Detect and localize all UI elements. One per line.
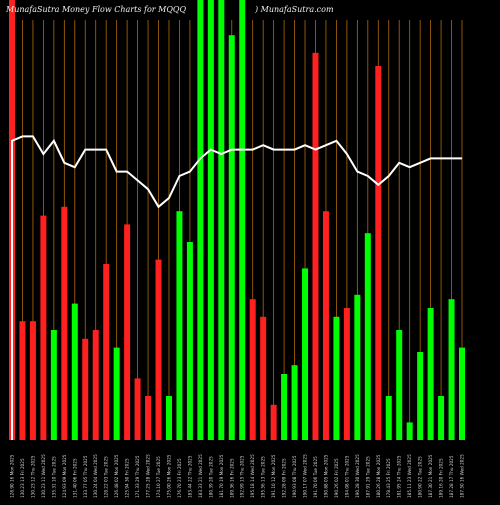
chart-site-text: ) MunafaSutra.com	[254, 5, 334, 14]
x-tick-label: 190.17 07 Wed 2025	[303, 454, 308, 498]
bar-13	[145, 396, 152, 440]
x-tick-label: 191.70 06 Tue 2025	[313, 456, 318, 498]
bar-12	[134, 378, 141, 440]
x-tick-label: 192.28 09 Fri 2025	[282, 458, 287, 498]
bar-9	[103, 264, 110, 440]
x-tick-label: 192.99 15 Thu 2025	[240, 455, 245, 498]
bar-41	[438, 396, 445, 440]
x-tick-label: 187.30 21 Mon 2025	[428, 454, 433, 498]
x-tick-label: 176.70 23 Fri 2025	[177, 458, 182, 498]
bar-37	[396, 330, 403, 440]
bar-30	[322, 211, 329, 440]
x-tick-label: 181.70 19 Mon 2025	[219, 454, 224, 498]
bar-6	[71, 303, 78, 440]
x-tick-label: 128.90 16 Mon 2025	[10, 454, 15, 498]
bar-39	[417, 352, 424, 440]
bar-16	[176, 211, 183, 440]
flow-line-group	[11, 135, 462, 440]
x-tick-label: 125.94 30 Fri 2025	[125, 458, 130, 498]
bar-35	[375, 66, 382, 440]
bar-33	[354, 294, 361, 440]
chart-title: MunafaSutra Money Flow Charts for MQQQ	[5, 5, 186, 14]
bar-40	[427, 308, 434, 440]
x-tick-label: 130.23 11 Wed 2025	[41, 454, 46, 498]
x-tick-label: 190.88 05 Mon 2025	[323, 454, 328, 498]
x-tick-label: 181.95 24 Thu 2025	[397, 455, 402, 498]
bar-11	[124, 224, 131, 440]
bar-28	[302, 268, 309, 440]
bar-21	[228, 35, 235, 440]
x-tick-label: 183.44 22 Thu 2025	[187, 455, 192, 498]
bar-3	[40, 215, 47, 440]
x-tick-label: 187.28 17 Thu 2025	[449, 455, 454, 498]
bar-36	[385, 396, 392, 440]
bar-27	[291, 365, 298, 440]
x-tick-label: 180.90 22 Tue 2025	[418, 456, 423, 498]
bar-24	[260, 316, 267, 440]
bar-32	[343, 308, 350, 440]
x-tick-label: 183.33 21 Wed 2025	[198, 454, 203, 498]
x-tick-label: 131.40 06 Fri 2025	[72, 458, 77, 498]
bar-14	[155, 259, 162, 440]
bar-38	[406, 422, 413, 440]
bar-10	[113, 347, 120, 440]
bar-1	[19, 321, 26, 440]
x-tick-label: 177.25 28 Wed 2025	[146, 454, 151, 498]
x-tick-label: 194.08 01 Thu 2025	[344, 455, 349, 498]
bar-4	[50, 330, 57, 440]
bar-20	[218, 0, 225, 440]
bar-19	[207, 0, 214, 440]
x-tick-label: 191.10 12 Mon 2025	[271, 454, 276, 498]
x-tick-label: 195.18 14 Wed 2025	[250, 454, 255, 498]
x-tick-label: 189.36 16 Fri 2025	[229, 458, 234, 498]
flow-line	[11, 135, 462, 440]
x-tick-label: 178.43 25 Fri 2025	[386, 458, 391, 498]
x-tick-label: 126.48 02 Mon 2025	[114, 454, 119, 498]
x-tick-label: 175.00 26 Mon 2025	[166, 454, 171, 498]
bar-43	[459, 347, 465, 440]
bar-17	[186, 242, 193, 440]
x-tick-label: 187.50 16 Wed 2025	[460, 454, 465, 498]
bar-18	[197, 0, 204, 440]
bar-8	[92, 330, 99, 440]
x-tick-label: 185.11 23 Wed 2025	[407, 454, 412, 498]
x-tick-label: 187.91 29 Tue 2025	[365, 456, 370, 498]
bar-25	[270, 404, 277, 440]
x-tick-label: 130.23 13 Fri 2025	[20, 458, 25, 498]
bar-42	[448, 299, 455, 440]
bar-2	[29, 321, 36, 440]
x-tick-label: 189.16 20 Fri 2025	[439, 458, 444, 498]
x-tick-label: 190.28 30 Wed 2025	[355, 454, 360, 498]
bar-7	[82, 338, 89, 440]
x-tick-label: 135.31 10 Tue 2025	[51, 456, 56, 498]
x-tick-label: 130.23 12 Thu 2025	[30, 455, 35, 498]
bar-34	[364, 233, 371, 440]
bar-29	[312, 52, 319, 441]
bar-15	[165, 396, 172, 440]
bar-5	[61, 206, 68, 440]
x-tick-label: 174.10 27 Tue 2025	[156, 456, 161, 498]
x-tick-label: 190.93 08 Thu 2025	[292, 455, 297, 498]
bar-22	[239, 0, 246, 440]
x-tick-label: 128.22 03 Tue 2025	[104, 456, 109, 498]
x-tick-label: 130.24 04 Wed 2025	[93, 454, 98, 498]
x-tick-label: 180.26 28 Mon 2025	[376, 454, 381, 498]
x-tick-label: 171.33 29 Thu 2025	[135, 455, 140, 498]
bar-26	[281, 374, 288, 440]
bar-23	[249, 299, 256, 440]
bars-group	[9, 0, 465, 441]
x-tick-labels: 128.90 16 Mon 2025 130.23 13 Fri 2025 130.…	[10, 454, 465, 498]
x-tick-label: 195.56 13 Tue 2025	[261, 456, 266, 498]
bar-31	[333, 316, 340, 440]
x-tick-label: 133.77 05 Thu 2025	[83, 455, 88, 498]
x-tick-label: 124.93 09 Mon 2025	[62, 454, 67, 498]
x-tick-label: 190.26 02 Fri 2025	[334, 458, 339, 498]
x-tick-label: 180.39 20 Tue 2025	[208, 456, 213, 498]
